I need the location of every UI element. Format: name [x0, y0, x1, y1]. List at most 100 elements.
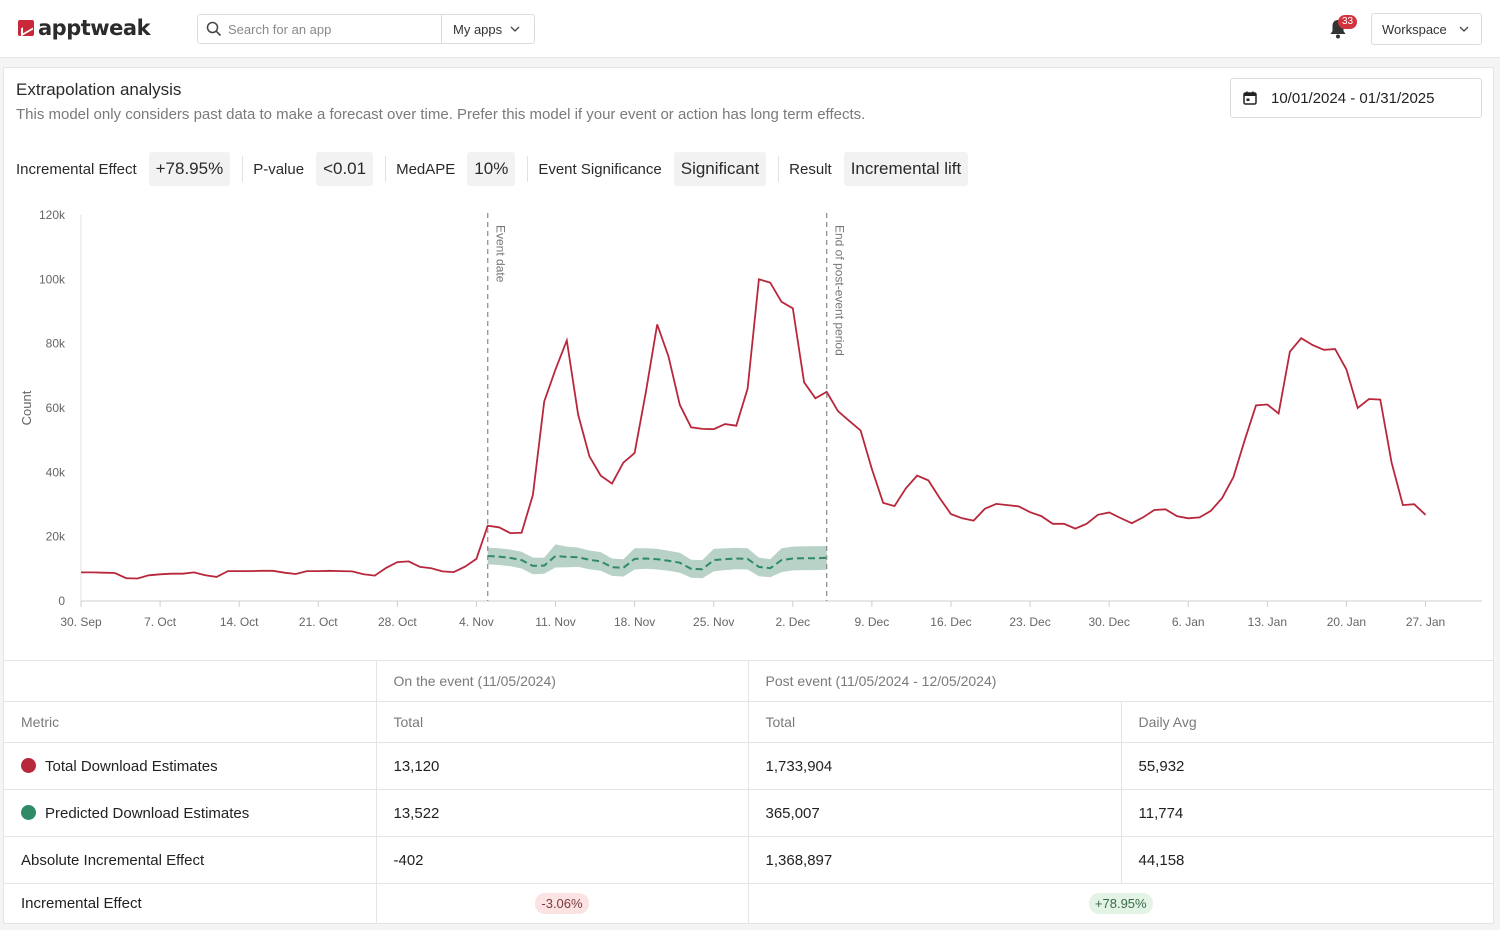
calendar-icon — [1243, 91, 1257, 105]
y-tick-label: 120k — [39, 208, 66, 222]
column-header-post-total: Total — [748, 701, 1122, 743]
post-total: 1,733,904 — [748, 742, 1122, 790]
annotation-label: End of post-event period — [833, 225, 847, 356]
x-tick-label: 14. Oct — [220, 615, 259, 629]
analysis-card: Extrapolation analysis This model only c… — [3, 67, 1494, 924]
divider — [242, 156, 244, 182]
stat-value-medape: 10% — [467, 152, 516, 186]
date-range-picker[interactable]: 10/01/2024 - 01/31/2025 — [1230, 78, 1482, 118]
workspace-label: Workspace — [1382, 21, 1447, 37]
on-event-total: -402 — [376, 836, 749, 884]
x-tick-label: 6. Jan — [1172, 615, 1205, 629]
logo-text: apptweak — [38, 16, 151, 40]
x-tick-label: 11. Nov — [535, 615, 575, 629]
top-bar: apptweak My apps 33 Workspace — [0, 0, 1500, 58]
stat-label-result: Result — [789, 160, 832, 178]
post-total: 1,368,897 — [748, 836, 1122, 884]
metric-name: Incremental Effect — [4, 883, 377, 924]
annotation-label: Event date — [494, 225, 508, 283]
series-line-predicted-downloads — [487, 554, 827, 571]
post-daily-avg: 44,158 — [1121, 836, 1493, 884]
series-line-total-downloads — [81, 278, 1427, 580]
download-chart: 0 20k 40k 60k 80k 100k 120k Count 30. Sep 7. Oct 1… — [19, 208, 1482, 629]
group-header-on-event: On the event (11/05/2024) — [376, 660, 749, 702]
my-apps-dropdown[interactable]: My apps — [441, 15, 535, 43]
metric-cell: Predicted Download Estimates — [4, 789, 377, 837]
series-dot-red — [21, 757, 36, 773]
x-tick-label: 20. Jan — [1327, 615, 1366, 629]
x-tick-label: 21. Oct — [299, 615, 338, 629]
search-input[interactable] — [228, 16, 434, 42]
apptweak-logo[interactable]: apptweak — [18, 16, 151, 40]
on-event-total: 13,120 — [376, 742, 749, 790]
on-event-total: 13,522 — [376, 789, 749, 837]
divider — [778, 156, 780, 182]
table-row: Total Download Estimates 13,120 1,733,90… — [4, 742, 1493, 790]
divider — [385, 156, 387, 182]
table-row: Absolute Incremental Effect -402 1,368,8… — [4, 836, 1493, 884]
x-tick-label: 9. Dec — [855, 615, 890, 629]
positive-effect-badge: +78.95% — [1088, 893, 1153, 915]
table-row: Incremental Effect -3.06% +78.95% — [4, 883, 1493, 924]
table-cell — [4, 660, 377, 702]
my-apps-label: My apps — [453, 21, 503, 37]
page-title: Extrapolation analysis — [16, 80, 182, 99]
metric-cell: Total Download Estimates — [4, 742, 377, 790]
y-tick-label: 100k — [39, 272, 66, 286]
stat-value-p-value: <0.01 — [316, 152, 374, 186]
stat-value-incremental-effect: +78.95% — [148, 152, 231, 186]
y-tick-label: 40k — [46, 465, 66, 479]
table-group-header-row: On the event (11/05/2024) Post event (11… — [4, 660, 1493, 702]
x-tick-label: 2. Dec — [775, 615, 810, 629]
x-tick-label: 25. Nov — [693, 615, 734, 629]
x-tick-label: 16. Dec — [930, 615, 971, 629]
chevron-down-icon — [510, 26, 520, 32]
post-event-effect-cell: +78.95% — [748, 883, 1493, 924]
confidence-band — [487, 544, 827, 579]
column-header-total: Total — [376, 701, 749, 743]
y-tick-label: 0 — [58, 594, 65, 608]
stats-bar: Incremental Effect +78.95% P-value <0.01… — [16, 152, 980, 186]
post-daily-avg: 11,774 — [1121, 789, 1493, 837]
date-range-value: 10/01/2024 - 01/31/2025 — [1271, 89, 1435, 107]
workspace-dropdown[interactable]: Workspace — [1371, 13, 1482, 45]
table-column-header-row: Metric Total Total Daily Avg — [4, 701, 1493, 743]
search-icon — [200, 15, 228, 43]
x-tick-label: 23. Dec — [1009, 615, 1050, 629]
x-tick-label: 30. Dec — [1088, 615, 1129, 629]
y-axis-label: Count — [19, 390, 34, 425]
results-table: On the event (11/05/2024) Post event (11… — [4, 660, 1493, 924]
page-subtitle: This model only considers past data to m… — [16, 106, 866, 123]
x-tick-label: 4. Nov — [459, 615, 494, 629]
metric-name: Absolute Incremental Effect — [4, 836, 377, 884]
table-row: Predicted Download Estimates 13,522 365,… — [4, 789, 1493, 837]
stat-value-event-significance: Significant — [673, 152, 767, 186]
stat-label-incremental-effect: Incremental Effect — [16, 160, 137, 178]
chevron-down-icon — [1459, 26, 1469, 32]
x-tick-label: 7. Oct — [144, 615, 177, 629]
negative-effect-badge: -3.06% — [535, 893, 589, 915]
x-tick-label: 28. Oct — [378, 615, 417, 629]
x-tick-label: 18. Nov — [614, 615, 655, 629]
stat-value-result: Incremental lift — [843, 152, 969, 186]
logo-mark-icon — [18, 20, 34, 36]
y-tick-label: 60k — [46, 401, 66, 415]
stat-label-p-value: P-value — [253, 160, 305, 178]
metric-name: Predicted Download Estimates — [45, 804, 250, 822]
post-total: 365,007 — [748, 789, 1122, 837]
x-tick-label: 30. Sep — [60, 615, 102, 629]
x-tick-label: 27. Jan — [1406, 615, 1445, 629]
on-event-effect-cell: -3.06% — [376, 883, 749, 924]
post-daily-avg: 55,932 — [1121, 742, 1493, 790]
y-tick-label: 80k — [46, 337, 66, 351]
group-header-post-event: Post event (11/05/2024 - 12/05/2024) — [748, 660, 1493, 702]
notification-badge: 33 — [1338, 15, 1357, 29]
stat-label-event-significance: Event Significance — [538, 160, 662, 178]
y-tick-label: 20k — [46, 530, 66, 544]
series-dot-green — [21, 804, 36, 820]
divider — [527, 156, 529, 182]
search-bar: My apps — [197, 14, 535, 44]
metric-name: Total Download Estimates — [45, 757, 218, 775]
column-header-daily-avg: Daily Avg — [1121, 701, 1493, 743]
x-tick-label: 13. Jan — [1248, 615, 1287, 629]
